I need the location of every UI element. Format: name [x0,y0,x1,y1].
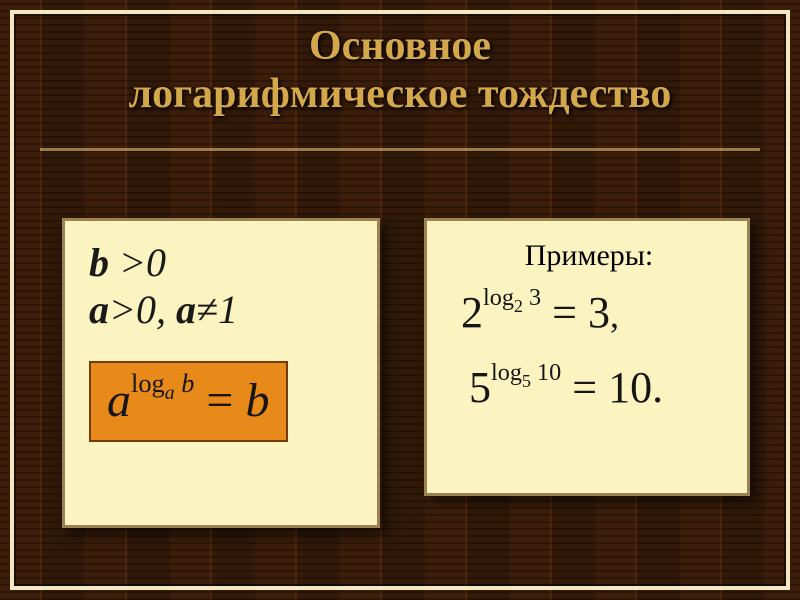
ex2-log: log [491,359,522,386]
cond-b-rest: >0 [109,240,166,285]
title-line-2: логарифмическое тождество [0,70,800,118]
ex2-base: 5 [469,363,491,412]
formula-exponent: loga b [131,368,194,398]
ex2-trail: . [652,363,663,412]
ex2-arg: 10 [531,359,561,386]
ex1-lhs: 2log2 3 [461,288,552,337]
ex2-exp: log5 10 [491,359,561,386]
title-line-1: Основное [0,22,800,70]
ex1-base: 2 [461,288,483,337]
ex1-rhs: 3 [588,288,610,337]
conditions-panel: b >0 a>0, a≠1 aloga b = b [62,218,380,528]
formula-base: a [107,374,131,427]
formula-exp-log: log [131,368,165,398]
condition-b: b >0 [89,239,357,286]
var-b: b [89,240,109,285]
identity-formula-box: aloga b = b [89,361,288,442]
slide: Основное логарифмическое тождество b >0 … [0,0,800,600]
ex1-eq: = [552,288,588,337]
formula-eq: = [206,374,245,427]
ex1-log: log [483,284,514,311]
var-a1: a [89,287,109,332]
formula-exp-sub: a [165,382,175,404]
cond-a-rest: ≠1 [196,287,238,332]
var-a2: a [176,287,196,332]
ex1-sub: 2 [514,296,523,316]
example-row-1: 2log2 3 = 3, [461,287,727,338]
ex2-sub: 5 [522,371,531,391]
ex2-rhs: 10 [608,363,652,412]
formula-rhs: b [246,374,270,427]
identity-formula: aloga b = b [107,374,270,427]
ex1-arg: 3 [523,284,541,311]
examples-panel: Примеры: 2log2 3 = 3, 5log5 10 = 10. [424,218,750,496]
example-row-2: 5log5 10 = 10. [469,362,727,413]
examples-heading: Примеры: [451,239,727,273]
condition-a: a>0, a≠1 [89,286,357,333]
cond-a-mid: >0, [109,287,176,332]
formula-lhs: aloga b [107,374,206,427]
ex2-eq: = [572,363,608,412]
ex2-lhs: 5log5 10 [469,363,572,412]
ex1-trail: , [610,295,619,335]
ex1-exp: log2 3 [483,284,541,311]
title-underline [40,148,760,151]
formula-exp-arg: b [175,368,195,398]
slide-title: Основное логарифмическое тождество [0,22,800,119]
